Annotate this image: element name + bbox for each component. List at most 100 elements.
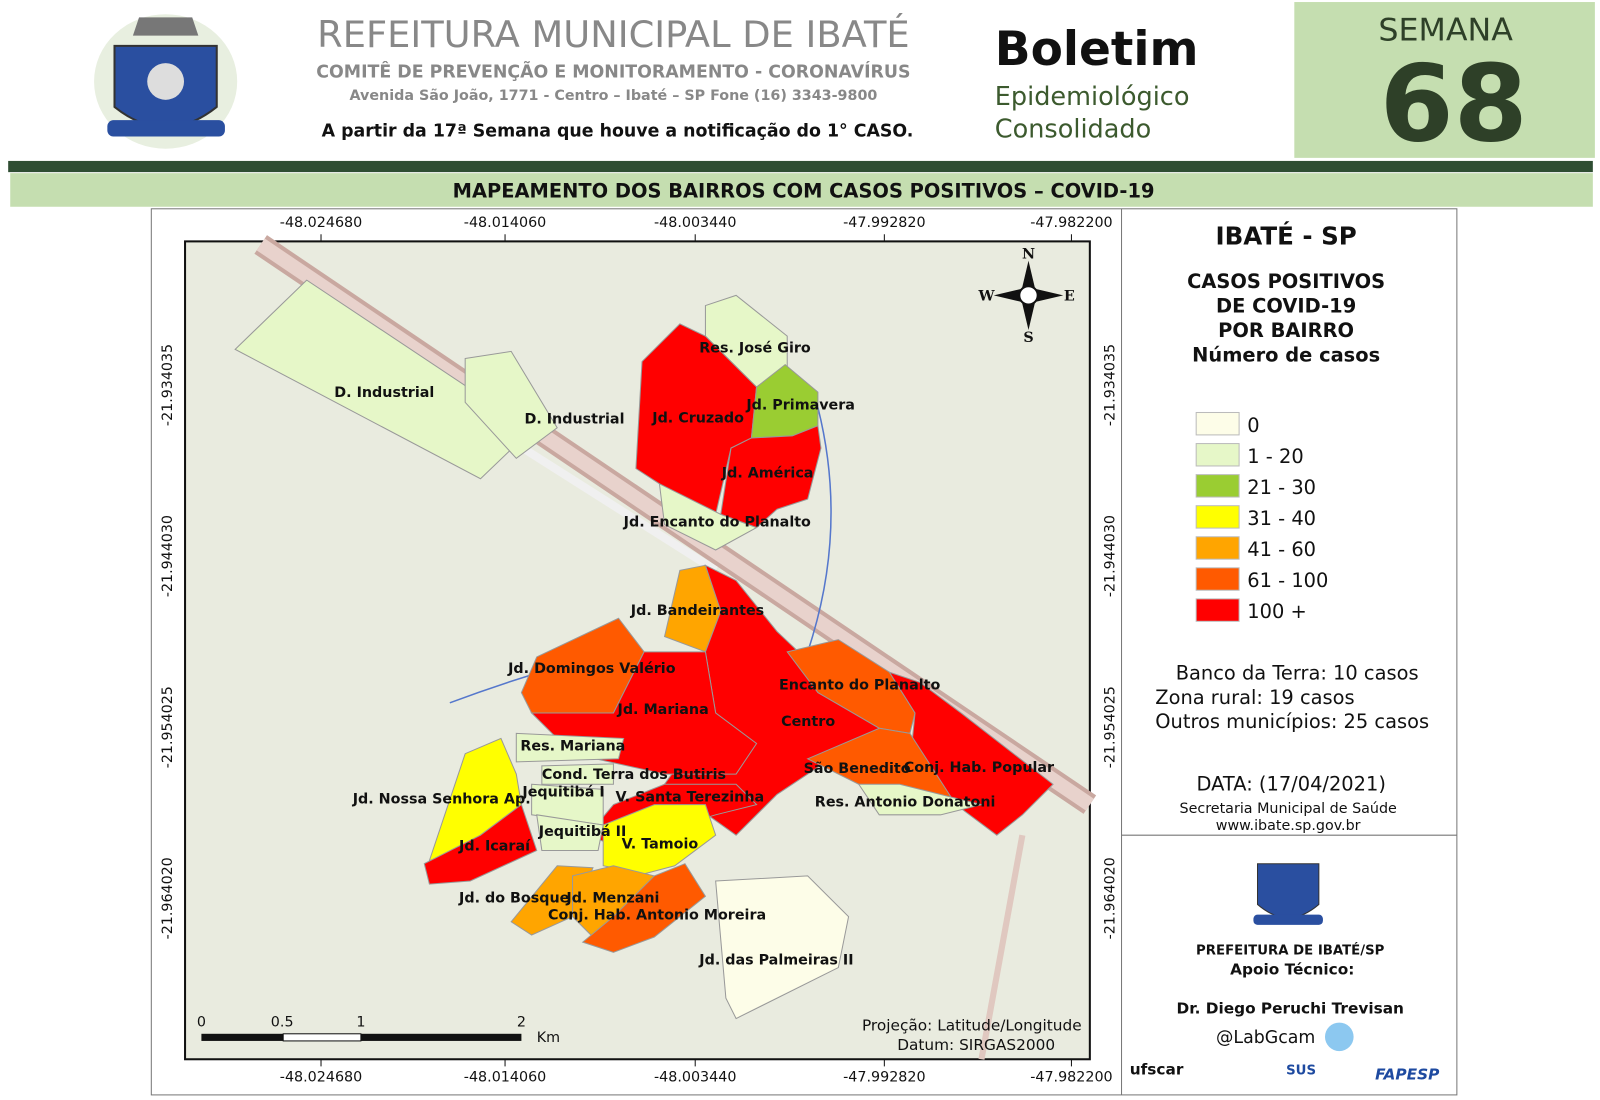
neighborhood-label: D. Industrial xyxy=(334,385,434,401)
header-subtitle: COMITÊ DE PREVENÇÃO E MONITORAMENTO - CO… xyxy=(316,59,910,82)
neighborhood-label: Jd. América xyxy=(721,466,814,482)
legend-swatch xyxy=(1195,505,1240,529)
legend-label: 1 - 20 xyxy=(1247,445,1303,468)
neighborhood-label: Cond. Terra dos Butiris xyxy=(542,767,726,783)
neighborhood-area xyxy=(720,425,822,529)
neighborhood-area xyxy=(715,875,850,1020)
legend-label: 100 + xyxy=(1247,600,1306,623)
neighborhood-label: Res. José Giro xyxy=(699,340,811,356)
legend-title: CASOS POSITIVOS xyxy=(1187,270,1385,293)
bulletin-line: Epidemiológico xyxy=(995,82,1190,112)
datum: Datum: SIRGAS2000 xyxy=(897,1036,1055,1054)
neighborhood-label: Jd. das Palmeiras II xyxy=(698,953,853,969)
legend-date: DATA: (17/04/2021) xyxy=(1197,772,1386,795)
y-coord-label: -21.964020 xyxy=(160,857,176,939)
credits-person: Dr. Diego Peruchi Trevisan xyxy=(1176,999,1403,1017)
x-coord-label: -47.982200 xyxy=(1030,1070,1112,1086)
y-coord-label: -21.954025 xyxy=(1102,686,1118,768)
x-coord-label: -47.992820 xyxy=(843,215,925,231)
legend-website: www.ibate.sp.gov.br xyxy=(1216,818,1361,834)
legend-swatch xyxy=(1195,567,1240,591)
banner xyxy=(10,173,1593,207)
neighborhood-area xyxy=(423,803,538,885)
legend-note: Outros municípios: 25 casos xyxy=(1155,710,1429,733)
banner-text: MAPEAMENTO DOS BAIRROS COM CASOS POSITIV… xyxy=(453,180,1155,203)
neighborhood-label: V. Santa Terezinha xyxy=(615,790,764,806)
scale-bar xyxy=(201,1033,522,1042)
x-coord-label: -48.024680 xyxy=(280,215,362,231)
scale-label: 0 xyxy=(197,1015,206,1031)
x-coord-label: -48.003440 xyxy=(654,215,736,231)
legend-title: DE COVID-19 xyxy=(1216,295,1356,318)
legend-label: 41 - 60 xyxy=(1247,538,1316,561)
x-coord-label: -47.992820 xyxy=(843,1070,925,1086)
legend-title: Número de casos xyxy=(1192,344,1380,367)
compass-letter: W xyxy=(978,288,996,304)
legend-title: POR BAIRRO xyxy=(1218,319,1354,342)
x-coord-label: -48.014060 xyxy=(464,215,546,231)
x-coord-label: -48.003440 xyxy=(654,1070,736,1086)
neighborhood-label: Res. Antonio Donatoni xyxy=(815,795,996,811)
header-note: A partir da 17ª Semana que houve a notif… xyxy=(322,122,914,142)
coat-of-arms xyxy=(94,14,238,149)
legend-note: Zona rural: 19 casos xyxy=(1155,686,1354,709)
legend-note: Banco da Terra: 10 casos xyxy=(1176,661,1419,684)
neighborhood-label: Jd. Mariana xyxy=(617,702,709,718)
neighborhood-label: D. Industrial xyxy=(524,412,624,428)
y-coord-label: -21.944030 xyxy=(1102,515,1118,597)
neighborhood-area xyxy=(581,863,707,953)
week-box xyxy=(1294,2,1595,158)
compass-letter: N xyxy=(1022,247,1035,263)
credits-org: PREFEITURA DE IBATÉ/SP xyxy=(1196,940,1385,958)
neighborhood-label: Jequitibá II xyxy=(538,824,627,840)
legend-swatch xyxy=(1195,598,1240,622)
bulletin-title: Boletim xyxy=(995,22,1199,77)
y-coord-label: -21.964020 xyxy=(1102,857,1118,939)
scale-label: 0.5 xyxy=(271,1015,294,1031)
neighborhood-area xyxy=(786,639,916,734)
logo: ufscar xyxy=(1130,1061,1184,1079)
compass-letter: S xyxy=(1023,330,1033,346)
divider xyxy=(8,160,1593,173)
logo: SUS xyxy=(1286,1064,1316,1079)
neighborhood-label: V. Tamoio xyxy=(622,836,699,852)
neighborhood-label: Jd. Menzani xyxy=(565,890,659,906)
y-coord-label: -21.934035 xyxy=(1102,344,1118,426)
neighborhood-area xyxy=(536,814,604,851)
neighborhood-label: Jd. Encanto do Planalto xyxy=(623,515,811,531)
neighborhood-label: Jd. do Bosque xyxy=(458,890,569,906)
projection: Projeção: Latitude/Longitude xyxy=(862,1017,1082,1035)
neighborhood-area xyxy=(464,350,558,460)
map xyxy=(234,235,1097,1060)
x-coord-label: -47.982200 xyxy=(1030,215,1112,231)
compass-letter: E xyxy=(1064,288,1075,304)
legend-label: 21 - 30 xyxy=(1247,476,1316,499)
legend-swatch xyxy=(1195,443,1240,467)
neighborhood-label: Jd. Nossa Senhora Ap. xyxy=(352,792,531,808)
credits-logo xyxy=(1253,863,1323,925)
neighborhood-label: Jd. Bandeirantes xyxy=(630,603,764,619)
header-title: REFEITURA MUNICIPAL DE IBATÉ xyxy=(317,12,910,56)
legend-swatch xyxy=(1195,536,1240,560)
credits-support: Apoio Técnico: xyxy=(1230,961,1354,979)
scale-unit: Km xyxy=(537,1030,560,1046)
neighborhood-label: Jd. Domingos Valério xyxy=(507,661,676,677)
neighborhood-label: Centro xyxy=(781,714,835,730)
legend-swatch xyxy=(1195,411,1240,436)
neighborhood-label: Jd. Cruzado xyxy=(651,411,744,427)
scale-label: 1 xyxy=(356,1015,365,1031)
scale-label: 2 xyxy=(517,1015,526,1031)
legend-label: 61 - 100 xyxy=(1247,569,1328,592)
legend-swatch xyxy=(1195,474,1240,498)
legend-label: 31 - 40 xyxy=(1247,507,1316,530)
neighborhood-area xyxy=(541,763,614,785)
week-number: 68 xyxy=(1380,43,1528,167)
y-coord-label: -21.954025 xyxy=(160,686,176,768)
x-coord-label: -48.014060 xyxy=(464,1070,546,1086)
y-coord-label: -21.934035 xyxy=(160,344,176,426)
neighborhood-area xyxy=(658,482,758,551)
neighborhood-label: Encanto do Planalto xyxy=(779,678,940,694)
neighborhood-label: Jd. Icaraí xyxy=(458,838,531,854)
legend-place: IBATÉ - SP xyxy=(1215,221,1356,250)
